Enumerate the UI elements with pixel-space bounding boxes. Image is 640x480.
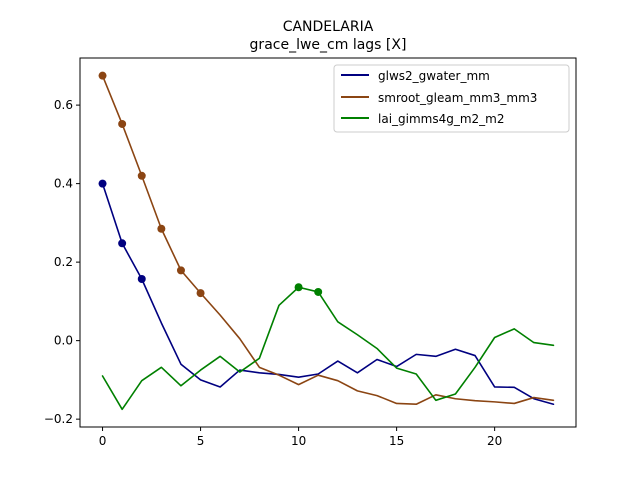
series-point-1 [157,224,166,233]
series-point-0 [118,239,127,248]
series-point-2 [294,283,303,292]
x-tick-label: 0 [99,434,107,448]
series-line-1 [101,74,555,406]
legend-box [333,64,570,133]
plot-lines [101,74,555,411]
y-tick-label: 0.4 [54,177,73,191]
y-tick-label: 0.6 [54,98,73,112]
plot-markers [98,71,323,298]
series-point-1 [176,266,185,275]
x-axis: 0 5 10 15 20 [99,427,502,448]
x-tick-label: 15 [389,434,404,448]
chart-subtitle: grace_lwe_cm lags [X] [250,37,407,53]
chart-title: CANDELARIA [283,19,374,35]
series-point-1 [118,119,127,128]
series-line-0 [101,182,555,406]
legend-label-lai: lai_gimms4g_m2_m2 [378,112,505,126]
y-tick-label: −0.2 [44,412,73,426]
legend-label-smroot: smroot_gleam_mm3_mm3 [378,91,537,105]
series-point-1 [196,289,205,298]
series-point-1 [98,71,107,80]
series-point-1 [137,171,146,180]
y-tick-label: 0.0 [54,334,73,348]
x-tick-label: 10 [291,434,306,448]
series-point-2 [314,287,323,296]
series-line-2 [101,286,555,411]
legend: glws2_gwater_mm smroot_gleam_mm3_mm3 lai… [333,64,570,133]
y-axis: −0.2 0.0 0.2 0.4 0.6 [44,98,80,426]
x-tick-label: 20 [487,434,502,448]
plot-frame [79,57,577,428]
y-tick-label: 0.2 [54,255,73,269]
legend-label-glws2: glws2_gwater_mm [378,69,490,83]
x-tick-label: 5 [197,434,205,448]
series-point-0 [137,275,146,284]
series-point-0 [98,179,107,188]
